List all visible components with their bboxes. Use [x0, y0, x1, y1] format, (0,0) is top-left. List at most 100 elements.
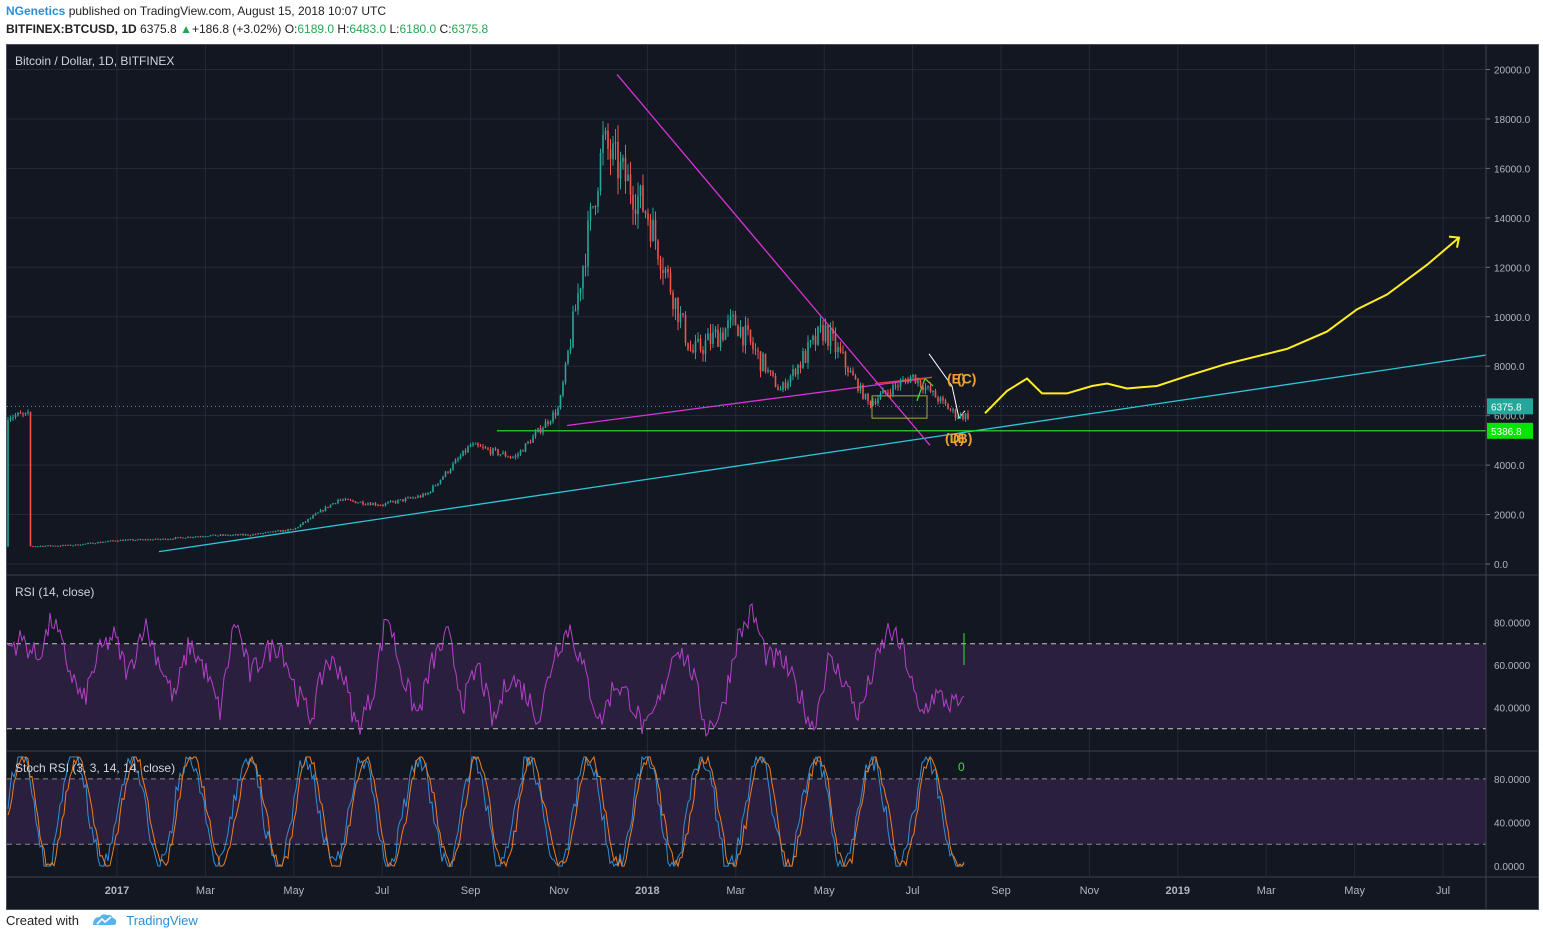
candle-body: [729, 316, 732, 321]
candle-body: [869, 401, 872, 406]
price-label-bg: [1487, 422, 1533, 439]
candle-body: [437, 483, 439, 486]
candle-body: [234, 534, 237, 536]
candle-body: [159, 539, 162, 541]
candle-body: [597, 191, 599, 207]
candle-body: [302, 522, 304, 525]
candle-body: [882, 390, 884, 394]
price-chart[interactable]: 2017 Mar May Jul Sep Nov 2018 Mar May Jul Sep Nov 20…: [7, 45, 1538, 909]
candle-body: [294, 528, 297, 530]
author-link[interactable]: NGenetics: [6, 4, 66, 18]
candle-body: [499, 454, 502, 456]
candle-body: [374, 503, 377, 506]
candle-body: [269, 531, 272, 533]
candle-body: [539, 428, 542, 433]
candle-body: [309, 518, 312, 520]
candle-body: [59, 545, 62, 547]
candle-body: [199, 536, 202, 538]
candle-body: [424, 493, 427, 495]
candle-body: [382, 505, 384, 507]
candle-body: [719, 332, 722, 347]
candle-body: [132, 539, 134, 541]
candle-body: [564, 363, 567, 383]
candle-body: [927, 386, 929, 388]
candle-body: [192, 537, 194, 539]
candle-body: [814, 335, 817, 345]
candle-body: [207, 536, 209, 538]
rsi-pane-title: RSI (14, close): [15, 585, 94, 599]
candle-body: [37, 546, 39, 548]
candle-body: [617, 142, 619, 179]
created-with-text: Created with: [6, 913, 79, 928]
candle-body: [812, 335, 814, 341]
symbol-label: BITFINEX:BTCUSD, 1D: [6, 22, 137, 36]
candle-body: [842, 351, 844, 353]
candle-body: [919, 380, 922, 387]
candle-body: [829, 328, 832, 346]
candle-body: [587, 220, 589, 267]
candle-body: [862, 384, 864, 399]
candle-body: [359, 501, 362, 503]
stoch-d-line: [7, 755, 965, 868]
candle-body: [879, 393, 882, 399]
tradingview-logo-icon: [91, 913, 117, 930]
price-label-bg: [1487, 398, 1533, 415]
candle-body: [404, 498, 407, 502]
candle-body: [897, 386, 899, 388]
candle-body: [97, 542, 99, 544]
wave-label: (B): [953, 430, 972, 446]
candle-body: [182, 537, 184, 539]
candle-body: [114, 540, 117, 542]
candle-body: [504, 452, 507, 457]
candle-body: [122, 539, 124, 541]
candle-body: [482, 446, 484, 448]
candle-body: [454, 459, 457, 464]
candle-body: [582, 266, 584, 289]
candle-body: [392, 501, 394, 503]
chart-container[interactable]: 2017 Mar May Jul Sep Nov 2018 Mar May Jul Sep Nov 20…: [6, 44, 1539, 910]
candle-body: [917, 380, 919, 384]
candle-body: [397, 499, 399, 503]
candle-body: [82, 543, 84, 545]
candle-body: [794, 369, 797, 375]
candle-body: [249, 535, 252, 537]
candle-body: [19, 412, 22, 414]
candle-body: [42, 545, 44, 547]
candle-body: [422, 493, 424, 498]
candle-body: [807, 342, 809, 363]
candle-body: [967, 413, 969, 419]
candle-body: [592, 206, 594, 208]
candle-body: [959, 414, 962, 418]
candle-body: [339, 499, 342, 501]
footer: Created with TradingView: [6, 913, 198, 930]
wave-label: (D): [945, 430, 964, 446]
candle-body: [737, 325, 739, 337]
candle-body: [142, 539, 144, 541]
candle-body: [542, 427, 544, 433]
candle-body: [417, 495, 419, 498]
candle-body: [657, 240, 659, 260]
candle-body: [409, 497, 412, 499]
candle-body: [357, 502, 359, 504]
candle-body: [889, 392, 892, 395]
y-tick-label: 0.0: [1494, 560, 1508, 571]
candle-body: [344, 498, 347, 500]
candle-body: [902, 379, 904, 382]
candle-body: [372, 503, 374, 506]
candle-body: [134, 539, 137, 541]
candle-body: [429, 491, 432, 493]
x-tick-label: 2018: [635, 885, 659, 897]
y-tick-label: 8000.0: [1494, 362, 1525, 373]
candle-body: [49, 545, 52, 547]
x-tick-label: 2019: [1166, 885, 1190, 897]
last-price: 6375.8: [140, 22, 177, 36]
candle-body: [517, 454, 519, 457]
candle-body: [287, 529, 289, 532]
candle-body: [137, 539, 139, 541]
candle-body: [444, 471, 447, 477]
candle-body: [197, 536, 199, 538]
tradingview-link[interactable]: TradingView: [126, 913, 198, 928]
candle-body: [157, 538, 159, 540]
candle-body: [507, 456, 509, 458]
candle-body: [24, 412, 27, 415]
